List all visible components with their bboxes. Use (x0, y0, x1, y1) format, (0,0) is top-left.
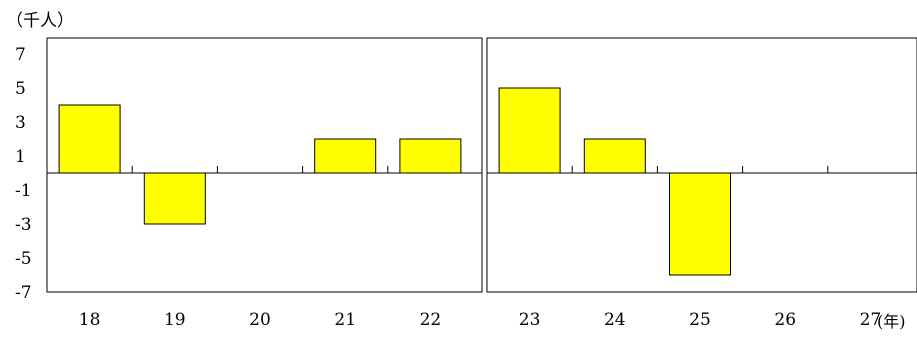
x-axis-unit-label: (年) (877, 312, 906, 331)
bar-21 (314, 138, 377, 174)
panel-frame-2 (486, 37, 917, 293)
y-tick-label: -1 (15, 181, 32, 201)
x-tick-labels: 18 19 20 21 22 23 24 25 26 27 (79, 310, 881, 330)
x-tick-label-24: 24 (604, 310, 626, 330)
y-tick-label: 7 (15, 45, 26, 65)
y-tick-label: 1 (15, 147, 26, 167)
bar-18 (58, 104, 121, 174)
x-tick-label-21: 21 (334, 310, 356, 330)
bar-22 (399, 138, 462, 174)
bar-24 (583, 138, 646, 174)
y-tick-label: 3 (15, 113, 26, 133)
bars (58, 87, 731, 276)
x-tick-label-27: 27 (860, 310, 882, 330)
panel-frames (46, 37, 917, 293)
x-tick-label-18: 18 (79, 310, 101, 330)
y-tick-label: -5 (15, 249, 32, 269)
x-tick-label-26: 26 (774, 310, 796, 330)
x-tick-marks (131, 166, 829, 173)
y-tick-label: 5 (15, 79, 26, 99)
bar-23 (498, 87, 561, 174)
bar-25 (669, 172, 731, 276)
panel-frame-1 (46, 37, 483, 293)
y-tick-label: -3 (15, 215, 32, 235)
x-tick-label-25: 25 (689, 310, 711, 330)
x-tick-label-22: 22 (420, 310, 442, 330)
x-tick-label-19: 19 (164, 310, 186, 330)
bar-19 (143, 172, 206, 225)
y-axis-unit-label: （千人） (6, 11, 74, 31)
x-tick-label-23: 23 (519, 310, 541, 330)
y-tick-labels: 7 5 3 1 -1 -3 -5 -7 (15, 45, 32, 303)
y-tick-label: -7 (15, 283, 32, 303)
x-tick-label-20: 20 (249, 310, 271, 330)
